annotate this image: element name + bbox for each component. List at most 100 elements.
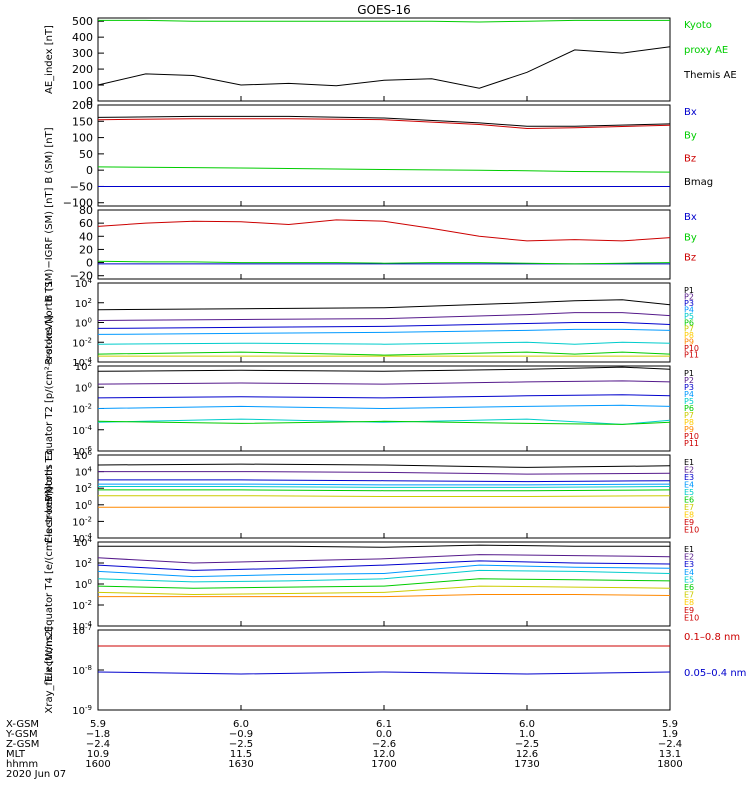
legend-entry: Bx [684,212,697,223]
series-line [97,341,671,345]
y-tick-label: 100 [72,132,93,145]
ephemeris-row-label: Z-GSM [6,739,39,750]
y-tick-label: 102 [75,297,92,310]
y-axis-label: Protons North T1 [44,280,55,364]
legend-entry: 0.05–0.4 nm [684,668,746,679]
y-tick-label: 80 [79,204,93,217]
legend-entry: E6 [684,583,694,592]
series-line [97,166,671,173]
y-tick-label: 10-4 [72,356,92,369]
legend-entry: 0.1–0.8 nm [684,632,740,643]
legend-entry: E8 [684,598,694,607]
series-line [97,118,671,130]
legend-entry: P3 [684,299,694,308]
legend-entry: P1 [684,286,694,295]
legend-entry: Bx [684,107,697,118]
legend-entry: P3 [684,383,694,392]
ephemeris-value: 5.9 [90,719,106,730]
y-tick-label: 106 [75,449,93,462]
y-tick-label: 10-2 [72,336,92,349]
legend-entry: P4 [684,390,694,399]
ephemeris-value: −0.9 [229,729,253,740]
y-tick-label: 10-7 [72,624,92,637]
legend-entry: Themis AE [683,70,737,81]
legend-entry: E6 [684,496,694,505]
legend-entry: E7 [684,591,694,600]
series-line [97,463,671,468]
y-tick-label: 20 [79,243,93,256]
series-line [98,544,670,548]
y-tick-label: 102 [75,360,92,373]
legend-entry: Bmag [684,177,713,188]
legend-entry: P1 [684,369,694,378]
legend-entry: P7 [684,325,694,334]
legend-entry: E5 [684,575,694,584]
panel-frame [97,17,671,102]
series-line [97,671,671,675]
y-tick-label: −100 [63,197,93,210]
y-axis-label: Xray_flux [W/m2] [44,626,55,713]
series-line [97,585,671,596]
ephemeris-value: 12.0 [373,749,395,760]
y-tick-label: 0 [86,164,93,177]
y-tick-label: 10-4 [72,424,92,437]
legend-entry: E10 [684,613,699,622]
series-line [97,46,671,89]
legend-entry: P8 [684,331,694,340]
y-tick-label: 10-4 [72,620,92,633]
legend-entry: P6 [684,318,694,327]
y-tick-label: 10-6 [72,445,92,458]
ephemeris-value: 1.0 [519,729,535,740]
legend-entry: E10 [684,526,699,535]
legend-entry: E3 [684,473,694,482]
series-line [98,594,671,598]
series-line [97,420,671,425]
ephemeris-value: 13.1 [659,749,681,760]
legend-entry: P10 [684,432,699,441]
legend-entry: E7 [684,503,694,512]
series-line [97,115,671,127]
y-tick-label: 150 [72,115,93,128]
series-line [98,483,671,486]
series-line [97,219,671,242]
y-tick-label: 40 [79,230,93,243]
y-tick-label: 100 [75,381,92,394]
ephemeris-value: 1.9 [662,729,678,740]
legend-entry: E9 [684,518,694,527]
series-line [97,322,671,329]
ephemeris-value: −2.5 [229,739,253,750]
series-line [97,560,671,571]
y-tick-label: 102 [75,482,92,495]
y-tick-label: 60 [79,217,93,230]
legend-entry: E4 [684,481,694,490]
series-line [97,564,671,578]
y-tick-label: 100 [75,578,92,591]
legend-entry: E4 [684,568,694,577]
ephemeris-value: 1700 [371,759,396,770]
y-tick-label: −50 [70,180,93,193]
series-line [98,479,671,483]
legend-entry: E2 [684,553,694,562]
legend-entry: P2 [684,376,694,385]
series-line [97,404,671,410]
y-axis-label: Electrons Equator T4 [e/(cm²-s-sr-keV)] [44,486,55,681]
y-tick-label: −20 [70,270,93,283]
legend-entry: P11 [684,351,699,360]
series-line [97,554,671,564]
legend-entry: P5 [684,397,694,406]
y-tick-label: 10-2 [72,515,92,528]
y-tick-label: 200 [72,63,93,76]
y-tick-label: 104 [75,277,93,290]
panel-frame [97,541,671,627]
ephemeris-value: 10.9 [87,749,109,760]
ephemeris-value: 5.9 [662,719,678,730]
legend-entry: E1 [684,545,694,554]
ephemeris-value: 6.0 [233,719,249,730]
y-tick-label: 200 [72,99,93,112]
legend-entry: P11 [684,439,699,448]
panel-frame [97,629,671,711]
series-line [98,486,671,488]
legend-entry: Kyoto [684,20,712,31]
series-line [98,19,670,23]
